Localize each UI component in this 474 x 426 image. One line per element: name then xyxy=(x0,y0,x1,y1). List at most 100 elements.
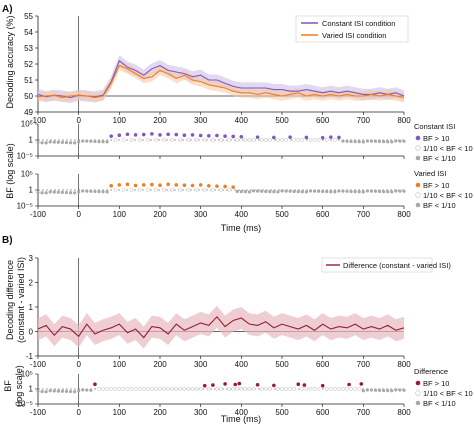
difference-ylabel-2: (constant - varied ISI) xyxy=(16,257,26,343)
bf-null-point xyxy=(296,137,301,142)
bf-null-point xyxy=(259,137,264,142)
bf-null-point xyxy=(125,387,130,391)
bf-significant-point xyxy=(117,133,122,137)
bf-null-point xyxy=(186,137,191,142)
bf-null-point xyxy=(101,387,105,391)
bf-significant-point xyxy=(133,183,138,188)
bf-null-point xyxy=(256,189,260,193)
bf-null-point xyxy=(365,388,369,392)
bf-null-point xyxy=(129,387,134,391)
bf-null-point xyxy=(166,387,170,391)
bf-null-point xyxy=(129,137,134,142)
bf-y-tick-label: 1 xyxy=(29,186,34,195)
bf-null-point xyxy=(398,139,402,143)
bf-significant-point xyxy=(272,383,276,388)
bf-null-point xyxy=(268,190,272,194)
x-tick-label: 800 xyxy=(397,408,411,417)
bf-significant-point xyxy=(207,134,211,138)
bf-null-point xyxy=(186,387,191,391)
difference-legend: Difference (constant - varied ISI) xyxy=(321,257,451,273)
bf-null-point xyxy=(382,140,386,144)
bf-null-point xyxy=(235,137,240,142)
bf-null-point xyxy=(89,139,93,143)
bf-null-point xyxy=(44,141,48,145)
bf-significant-point xyxy=(223,382,227,386)
bf-null-point xyxy=(312,189,317,193)
bf-significant-point xyxy=(215,133,219,138)
bf-null-point xyxy=(194,137,199,142)
x-tick-label: 300 xyxy=(194,116,208,125)
x-tick-label: 400 xyxy=(235,210,249,219)
bf-null-point xyxy=(324,387,329,391)
bf-null-point xyxy=(386,190,390,194)
x-tick-label: 0 xyxy=(76,360,81,369)
bf-null-point xyxy=(264,189,268,194)
bf-constant-legend: Constant ISI BF > 10 1/10 < BF < 10 BF <… xyxy=(414,122,473,163)
bf-significant-point xyxy=(198,133,203,138)
bf-null-point xyxy=(109,387,114,391)
bf-significant-point xyxy=(174,183,179,187)
bf-null-point xyxy=(369,189,374,193)
bf-null-point xyxy=(247,190,252,194)
bf-null-point xyxy=(227,387,231,391)
bf-null-point xyxy=(85,189,89,193)
bf-significant-point xyxy=(239,135,244,139)
x-tick-label: -100 xyxy=(30,408,47,417)
bf-null-point xyxy=(215,387,219,391)
x-tick-label: 600 xyxy=(316,210,330,219)
bf-null-point xyxy=(178,137,183,142)
bf-null-point xyxy=(243,190,247,194)
bf-null-point xyxy=(357,190,361,194)
bf-null-point xyxy=(300,190,304,194)
bf-y-tick-label: 10⁻⁵ xyxy=(17,400,33,409)
bf-null-point xyxy=(40,191,44,195)
bf-null-point xyxy=(365,139,369,143)
bf-null-point xyxy=(162,187,166,192)
bf-null-point xyxy=(284,137,288,142)
y-tick-label: 3 xyxy=(29,254,34,263)
bf-null-point xyxy=(141,387,146,391)
x-tick-label: 100 xyxy=(113,210,127,219)
bf-null-point xyxy=(390,389,394,393)
y-tick-label: 53 xyxy=(24,44,33,53)
bf-significant-point xyxy=(304,135,309,140)
bf-y-tick-label: 10⁵ xyxy=(21,120,33,129)
difference-ylabel-1: Decoding difference xyxy=(5,260,15,340)
bf-null-point xyxy=(324,137,329,142)
bf-null-point xyxy=(89,388,93,392)
bf-null-point xyxy=(60,190,64,194)
x-tick-label: 600 xyxy=(316,116,330,125)
bf-null-point xyxy=(158,387,162,391)
bf-null-point xyxy=(353,387,358,391)
bf-null-point xyxy=(40,389,44,394)
bf-null-point xyxy=(288,387,292,391)
bf-null-point xyxy=(101,190,105,194)
bf-null-point xyxy=(341,387,345,391)
bf-null-point xyxy=(219,387,223,391)
bf-null-point xyxy=(394,189,398,193)
bf-null-point xyxy=(349,139,353,144)
bf-null-point xyxy=(333,387,337,391)
bf-significant-point xyxy=(223,184,227,189)
bf-null-point xyxy=(93,139,97,144)
bf-null-point xyxy=(317,189,321,193)
bf-null-point xyxy=(48,140,52,144)
bf-significant-point xyxy=(223,134,227,138)
bf-null-point xyxy=(77,140,81,144)
bf-null-point xyxy=(182,387,187,391)
bf-null-point xyxy=(68,389,73,394)
bf-null-point xyxy=(341,189,345,193)
bf-significant-point xyxy=(158,183,162,187)
bf-null-point xyxy=(353,190,357,194)
bf-null-point xyxy=(52,140,56,144)
bf-y-tick-label: 10⁵ xyxy=(21,370,33,379)
accuracy-ylabel: Decoding accuracy (%) xyxy=(5,15,15,108)
bf-null-point xyxy=(81,189,85,193)
bf-null-point xyxy=(154,137,158,142)
bf-null-point xyxy=(300,137,305,142)
y-tick-label: -1 xyxy=(26,352,34,361)
bf-significant-point xyxy=(272,135,276,140)
bf-null-point xyxy=(325,190,329,194)
bf-null-point xyxy=(64,140,69,145)
bf-null-point xyxy=(198,387,203,391)
